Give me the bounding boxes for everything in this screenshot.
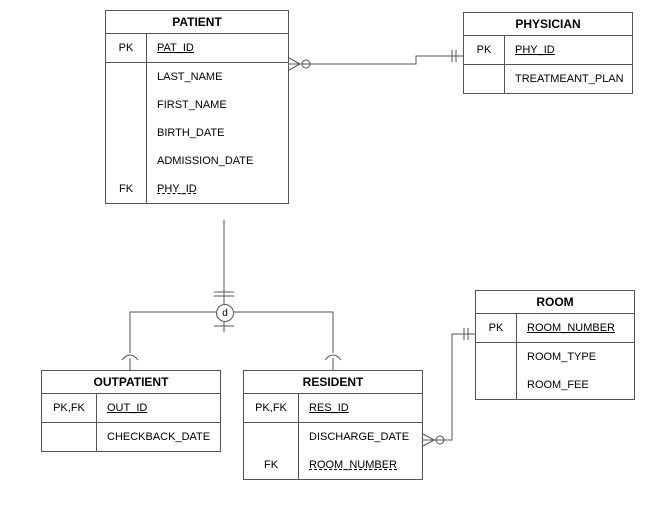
er-diagram-canvas: PATIENT PK PAT_ID LAST_NAME FIRST_NAME B… — [0, 0, 651, 511]
attr-name: DISCHARGE_DATE — [299, 431, 422, 443]
attr-name: RES_ID — [299, 402, 422, 414]
entity-title: PHYSICIAN — [464, 13, 632, 36]
key-label: FK — [106, 175, 147, 203]
attr-name: ROOM_NUMBER — [299, 459, 422, 471]
key-label: FK — [244, 451, 299, 479]
attr-name: PAT_ID — [147, 42, 288, 54]
attr-name: BIRTH_DATE — [147, 127, 288, 139]
disjoint-label: d — [222, 308, 228, 319]
entity-title: RESIDENT — [244, 371, 422, 394]
key-label: PK — [476, 314, 517, 342]
key-label: PK,FK — [42, 394, 97, 422]
entity-room: ROOM PK ROOM_NUMBER ROOM_TYPE ROOM_FEE — [475, 290, 635, 400]
entity-physician: PHYSICIAN PK PHY_ID TREATMEANT_PLAN — [463, 12, 633, 94]
attr-name: PHY_ID — [147, 183, 288, 195]
key-label: PK — [464, 36, 505, 64]
entity-patient: PATIENT PK PAT_ID LAST_NAME FIRST_NAME B… — [105, 10, 289, 204]
entity-resident: RESIDENT PK,FK RES_ID DISCHARGE_DATE FKR… — [243, 370, 423, 480]
attr-name: ROOM_FEE — [517, 379, 634, 391]
attr-name: ROOM_NUMBER — [517, 322, 634, 334]
entity-outpatient: OUTPATIENT PK,FK OUT_ID CHECKBACK_DATE — [41, 370, 221, 452]
entity-title: PATIENT — [106, 11, 288, 34]
key-label: PK,FK — [244, 394, 299, 422]
attr-name: PHY_ID — [505, 44, 632, 56]
disjoint-symbol: d — [216, 304, 234, 322]
attr-name: ROOM_TYPE — [517, 351, 634, 363]
attr-name: TREATMEANT_PLAN — [505, 73, 632, 85]
entity-title: OUTPATIENT — [42, 371, 220, 394]
attr-name: LAST_NAME — [147, 71, 288, 83]
key-label: PK — [106, 34, 147, 62]
entity-title: ROOM — [476, 291, 634, 314]
attr-name: ADMISSION_DATE — [147, 155, 288, 167]
attr-name: OUT_ID — [97, 402, 220, 414]
attr-name: FIRST_NAME — [147, 99, 288, 111]
attr-name: CHECKBACK_DATE — [97, 431, 220, 443]
